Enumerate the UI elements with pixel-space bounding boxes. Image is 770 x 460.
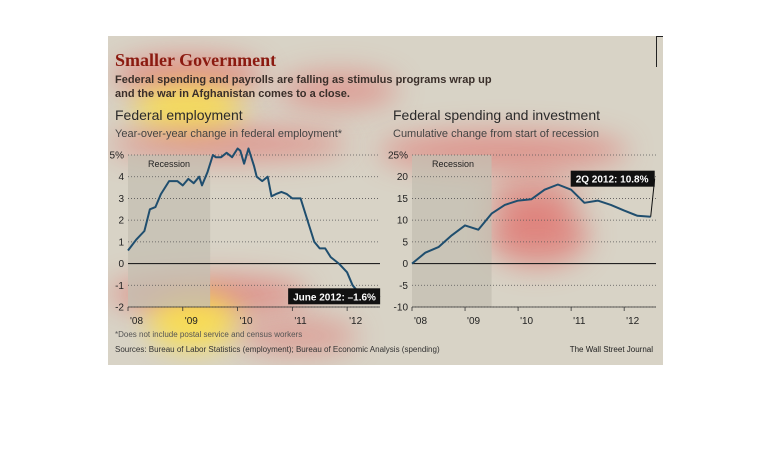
x-tick-label: '11 (573, 316, 586, 327)
annotation-label: 2Q 2012: 10.8% (576, 175, 649, 186)
x-tick-label: '12 (626, 316, 639, 327)
annotation-box (570, 170, 655, 187)
y-tick-label: 4 (118, 172, 124, 183)
y-tick-label: 15 (397, 194, 409, 205)
series-line (127, 147, 371, 300)
page-subtitle: Federal spending and payrolls are fallin… (115, 74, 492, 100)
x-tick-label: '09 (467, 316, 480, 327)
y-tick-label: -5 (399, 281, 408, 292)
series-line (411, 183, 651, 265)
y-tick-label: 5 (402, 237, 408, 248)
employment-chart: Recession 5% 4 3 2 1 0 -1 -2 '08 '09 '10 '11 '12 June … (110, 147, 381, 327)
y-tick-label: -2 (115, 303, 124, 314)
footnote: *Does not include postal service and cen… (115, 330, 303, 339)
chart2-title: Federal spending and investment (393, 107, 601, 123)
x-tick-label: '08 (130, 316, 143, 327)
x-tick-label: '08 (414, 316, 427, 327)
y-tick-label: 1 (118, 237, 124, 248)
y-tick-label: 0 (402, 259, 408, 270)
chart1-subtitle: Year-over-year change in federal employm… (115, 128, 343, 140)
recession-band (412, 155, 492, 307)
chart-panel: Smaller Government Federal spending and … (108, 36, 663, 365)
x-tick-label: '11 (294, 316, 307, 327)
y-tick-label: 10 (397, 216, 409, 227)
sources: Sources: Bureau of Labor Statistics (emp… (115, 345, 440, 354)
x-tick-label: '10 (240, 316, 253, 327)
credit: The Wall Street Journal (569, 345, 653, 354)
y-tick-label: 0 (118, 259, 124, 270)
y-tick-label: 25% (388, 151, 408, 162)
chart1-title: Federal employment (115, 107, 243, 123)
y-tick-label: 20 (397, 172, 409, 183)
recession-label: Recession (148, 159, 190, 169)
y-tick-label: 3 (118, 194, 124, 205)
y-tick-label: -10 (394, 303, 409, 314)
y-tick-label: 2 (118, 216, 124, 227)
x-tick-label: '10 (520, 316, 533, 327)
spending-chart: Recession 25% 20 15 10 5 0 -5 -10 '08 '09 '10 '11 '12… (388, 151, 656, 327)
chart2-subtitle: Cumulative change from start of recessio… (393, 128, 600, 140)
y-tick-label: 5% (110, 151, 125, 162)
recession-label: Recession (432, 159, 474, 169)
x-tick-label: '12 (349, 316, 362, 327)
corner-mark (656, 36, 663, 67)
page-title: Smaller Government (115, 50, 277, 70)
y-tick-label: -1 (115, 281, 124, 292)
annotation-box (288, 288, 381, 305)
x-tick-label: '09 (185, 316, 198, 327)
annotation-label: June 2012: –1.6% (293, 292, 376, 303)
